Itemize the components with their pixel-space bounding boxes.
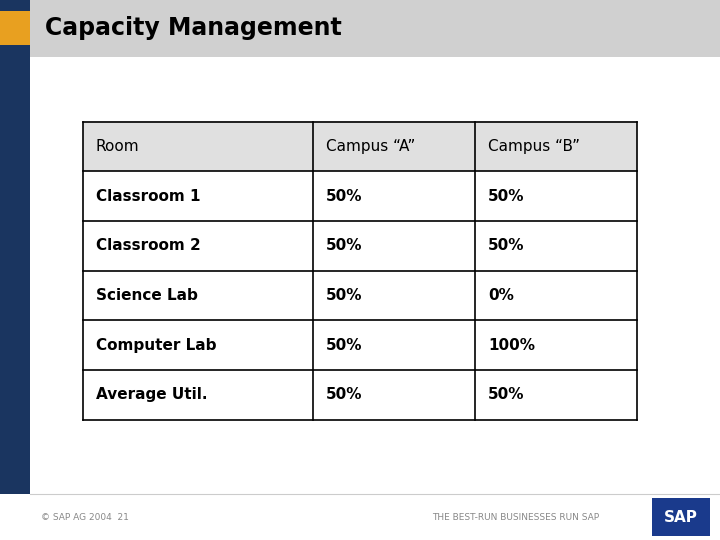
Text: Room: Room <box>96 139 140 154</box>
Text: 50%: 50% <box>326 387 363 402</box>
Text: Campus “B”: Campus “B” <box>488 139 580 154</box>
Text: 50%: 50% <box>488 188 525 204</box>
Text: © SAP AG 2004  21: © SAP AG 2004 21 <box>41 512 129 522</box>
Bar <box>0 11 30 45</box>
Text: THE BEST-RUN BUSINESSES RUN SAP: THE BEST-RUN BUSINESSES RUN SAP <box>432 512 599 522</box>
Text: Campus “A”: Campus “A” <box>326 139 415 154</box>
Text: 50%: 50% <box>326 338 363 353</box>
Bar <box>83 320 637 370</box>
Bar <box>0 0 30 57</box>
Text: Science Lab: Science Lab <box>96 288 197 303</box>
Text: SAP: SAP <box>664 510 698 524</box>
Text: Classroom 2: Classroom 2 <box>96 238 200 253</box>
Text: 100%: 100% <box>488 338 535 353</box>
Bar <box>0 57 30 494</box>
Text: 50%: 50% <box>326 238 363 253</box>
Bar <box>83 370 637 420</box>
Text: Average Util.: Average Util. <box>96 387 207 402</box>
Bar <box>83 122 637 171</box>
Bar <box>83 221 637 271</box>
Text: 0%: 0% <box>488 288 514 303</box>
Text: 50%: 50% <box>488 238 525 253</box>
Bar <box>0 0 720 57</box>
Bar <box>652 498 710 536</box>
Text: Classroom 1: Classroom 1 <box>96 188 200 204</box>
Text: 50%: 50% <box>326 288 363 303</box>
Text: 50%: 50% <box>326 188 363 204</box>
Text: 50%: 50% <box>488 387 525 402</box>
Text: Computer Lab: Computer Lab <box>96 338 216 353</box>
Text: Capacity Management: Capacity Management <box>45 16 341 40</box>
Bar <box>83 171 637 221</box>
Bar <box>83 271 637 320</box>
